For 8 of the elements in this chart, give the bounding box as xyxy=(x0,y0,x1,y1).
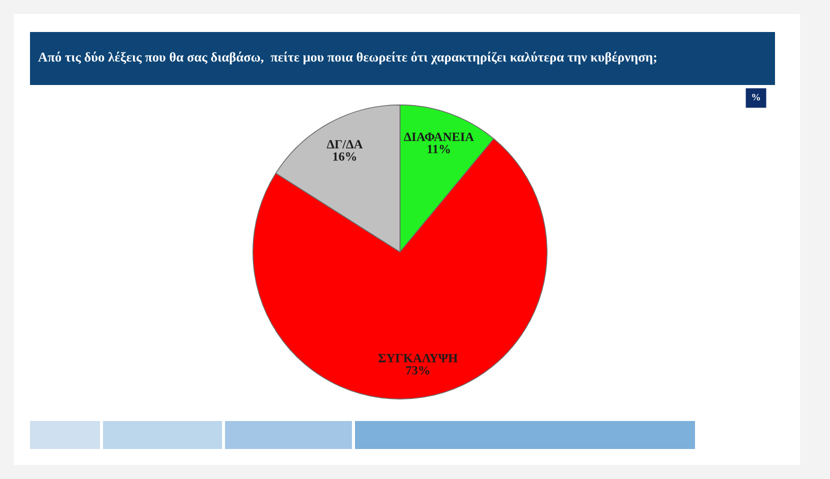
slice-label: ΣΥΓΚΑΛΥΨΗ xyxy=(378,354,458,362)
chart-title: Από τις δύο λέξεις που θα σας διαβάσω, πείτε μου ποια θεωρείτε ότι χαρακτηρίζει καλύτερα την κυβέρνηση; xyxy=(38,52,656,64)
text: % xyxy=(752,94,760,100)
data-label: 11% xyxy=(428,144,450,154)
data-label: 16% xyxy=(333,152,356,161)
slice-label: ΔΙΑΦΑΝΕΙΑ xyxy=(404,132,474,141)
data-label: 73% xyxy=(406,366,430,375)
slice-label: ΔΓ/ΔΑ xyxy=(326,140,363,149)
